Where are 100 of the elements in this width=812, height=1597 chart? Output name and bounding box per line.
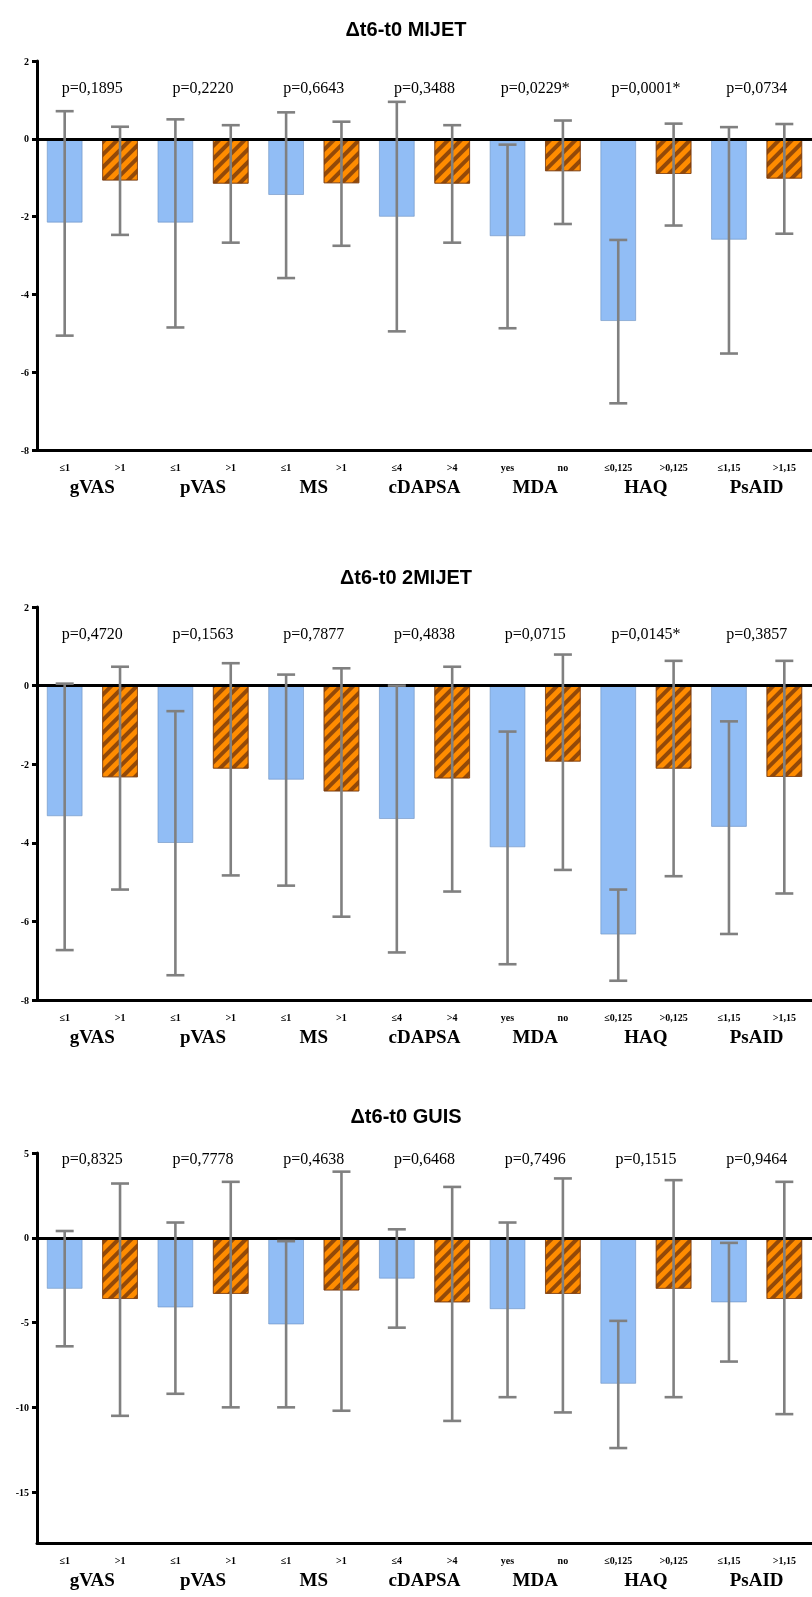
annotation: p=0,4638 (283, 1150, 345, 1169)
text: cDAPSA (388, 475, 461, 497)
chart-title: Δt6-t0 MIJET (345, 18, 467, 40)
x-tick-label: ≤1,15 (717, 1554, 741, 1566)
text: pVAS (180, 1025, 227, 1047)
x-tick-label: >1 (114, 1554, 126, 1566)
x-tick-label: ≤4 (391, 1011, 403, 1023)
annotation: p=0,4838 (393, 624, 456, 643)
x-tick-label: >4 (446, 461, 458, 473)
x-tick-label: ≤1 (59, 1011, 70, 1023)
x-tick-label: yes (500, 1011, 515, 1023)
x-tick-label: >1,15 (772, 1554, 796, 1566)
x-tick-label: ≤4 (391, 1554, 403, 1566)
text: pVAS (180, 1568, 227, 1590)
x-tick-label: >0,125 (659, 1554, 688, 1566)
y-tick-label: -6 (20, 915, 29, 927)
x-tick-label: >4 (446, 1011, 458, 1023)
y-tick-label: -4 (20, 837, 29, 849)
x-tick-label: >4 (446, 1554, 458, 1566)
text: gVAS (69, 475, 115, 497)
y-tick-label: -15 (15, 1486, 29, 1498)
text: cDAPSA (388, 1568, 461, 1590)
annotation: p=0,0001* (611, 78, 681, 97)
annotation: p=0,7877 (283, 624, 345, 643)
x-tick-label: >1 (225, 1011, 237, 1023)
annotation: p=0,1515 (615, 1150, 677, 1169)
annotation: p=0,1563 (172, 624, 234, 643)
y-tick-label: 0 (24, 680, 29, 692)
x-tick-label: ≤0,125 (604, 1554, 633, 1566)
x-tick-label: no (557, 461, 569, 473)
annotation: p=0,6468 (393, 1150, 456, 1169)
x-tick-label: ≤1,15 (717, 461, 741, 473)
annotation: p=0,6643 (283, 78, 345, 97)
annotation: p=0,3488 (393, 78, 456, 97)
x-tick-label: ≤1 (280, 461, 292, 473)
x-tick-label: ≤1,15 (717, 1011, 741, 1023)
annotation: p=0,4720 (61, 624, 123, 643)
text: HAQ (624, 475, 668, 497)
chart-title: Δt6-t0 2MIJET (339, 566, 473, 588)
x-tick-label: yes (500, 461, 515, 473)
text: PsAID (729, 1025, 784, 1047)
annotation: p=0,0715 (504, 624, 566, 643)
y-tick-label: 0 (24, 1232, 29, 1244)
x-tick-label: >1 (336, 461, 347, 473)
x-tick-label: >1 (336, 1554, 347, 1566)
y-tick-label: -5 (20, 1317, 29, 1329)
y-tick-label: 5 (24, 1147, 29, 1159)
x-tick-label: ≤4 (391, 461, 403, 473)
x-tick-label: >1 (225, 1554, 237, 1566)
text: cDAPSA (388, 1025, 461, 1047)
text: pVAS (180, 475, 227, 497)
x-tick-label: ≤0,125 (604, 1011, 633, 1023)
x-tick-label: ≤1 (170, 1011, 181, 1023)
x-tick-label: no (557, 1011, 569, 1023)
text: MDA (512, 475, 559, 497)
y-tick-label: -8 (20, 994, 29, 1006)
x-tick-label: >1 (336, 1011, 347, 1023)
annotation: p=0,0145* (611, 624, 681, 643)
annotation: p=0,8325 (61, 1150, 123, 1169)
annotation: p=0,2220 (172, 78, 234, 97)
x-tick-label: >1,15 (772, 1011, 796, 1023)
y-tick-label: -8 (20, 444, 29, 456)
x-tick-label: ≤1 (170, 1554, 181, 1566)
x-tick-label: ≤1 (59, 1554, 70, 1566)
text: PsAID (729, 475, 784, 497)
annotation: p=0,3857 (726, 624, 788, 643)
x-tick-label: >1 (225, 461, 237, 473)
y-tick-label: -2 (20, 758, 29, 770)
annotation: p=0,7778 (172, 1150, 234, 1169)
y-tick-label: -6 (20, 366, 29, 378)
text: HAQ (624, 1025, 668, 1047)
y-tick-label: -4 (20, 288, 29, 300)
x-tick-label: ≤1 (280, 1554, 292, 1566)
x-tick-label: ≤0,125 (604, 461, 633, 473)
annotation: p=0,9464 (726, 1150, 788, 1169)
y-tick-label: 2 (24, 601, 29, 613)
chart-title: Δt6-t0 GUIS (350, 1105, 462, 1127)
x-tick-label: ≤1 (170, 461, 181, 473)
x-tick-label: >0,125 (659, 461, 688, 473)
text: PsAID (729, 1568, 784, 1590)
x-tick-label: no (557, 1554, 569, 1566)
y-tick-label: -2 (20, 211, 29, 223)
text: gVAS (69, 1025, 115, 1047)
y-tick-label: 0 (24, 133, 29, 145)
y-tick-label: 2 (24, 55, 29, 67)
y-tick-label: -10 (15, 1401, 29, 1413)
annotation: p=0,1895 (61, 78, 123, 97)
text: MS (299, 1568, 329, 1590)
text: MDA (512, 1025, 559, 1047)
x-tick-label: >1 (114, 1011, 126, 1023)
annotation: p=0,7496 (504, 1150, 566, 1169)
text: MS (299, 475, 329, 497)
text: MS (299, 1025, 329, 1047)
x-tick-label: yes (500, 1554, 515, 1566)
text: MDA (512, 1568, 559, 1590)
x-tick-label: >0,125 (659, 1011, 688, 1023)
x-tick-label: >1 (114, 461, 126, 473)
annotation: p=0,0229* (500, 78, 570, 97)
annotation: p=0,0734 (726, 78, 788, 97)
x-tick-label: ≤1 (59, 461, 70, 473)
